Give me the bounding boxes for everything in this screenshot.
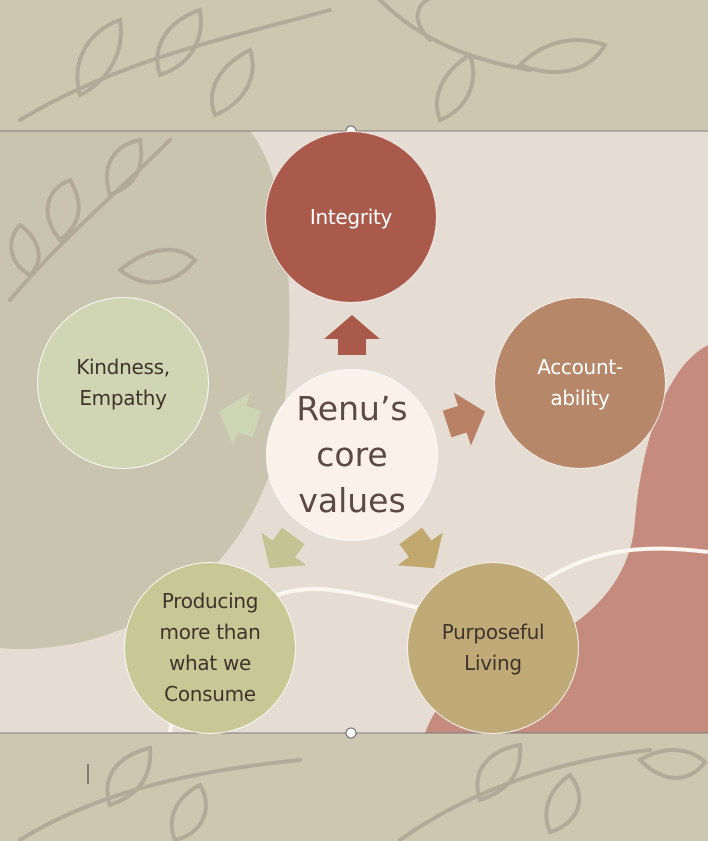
- arrow-to-purposeful-living: [397, 527, 443, 569]
- arrow-to-producing: [261, 527, 307, 569]
- node-integrity[interactable]: Integrity: [265, 131, 437, 303]
- node-accountability-label: Account- ability: [537, 355, 623, 410]
- bottom-resize-handle[interactable]: [345, 727, 357, 739]
- node-producing[interactable]: Producing more than what we Consume: [124, 562, 296, 734]
- node-purposeful-living[interactable]: Purposeful Living: [407, 562, 579, 734]
- node-kindness[interactable]: Kindness, Empathy: [37, 297, 209, 469]
- top-leaf-decoration: [18, 0, 609, 123]
- node-kindness-label: Kindness, Empathy: [76, 355, 170, 410]
- center-label: Renu’s core values: [296, 388, 408, 521]
- bottom-leaf-decoration: [18, 742, 708, 841]
- arrow-to-kindness: [218, 392, 262, 446]
- node-accountability[interactable]: Account- ability: [494, 297, 666, 469]
- right-background-blob: [425, 345, 708, 733]
- arrow-to-integrity: [324, 315, 380, 355]
- top-background-band: [0, 0, 708, 131]
- node-producing-label: Producing more than what we Consume: [159, 589, 261, 706]
- center-node[interactable]: Renu’s core values: [266, 369, 438, 541]
- arrow-to-accountability: [442, 392, 486, 446]
- bottom-background-band: [0, 733, 708, 841]
- diagram-arrows: [218, 315, 486, 569]
- node-integrity-label: Integrity: [309, 204, 393, 229]
- slide-leaf-decoration: [8, 137, 198, 302]
- node-purposeful-living-label: Purposeful Living: [441, 620, 545, 675]
